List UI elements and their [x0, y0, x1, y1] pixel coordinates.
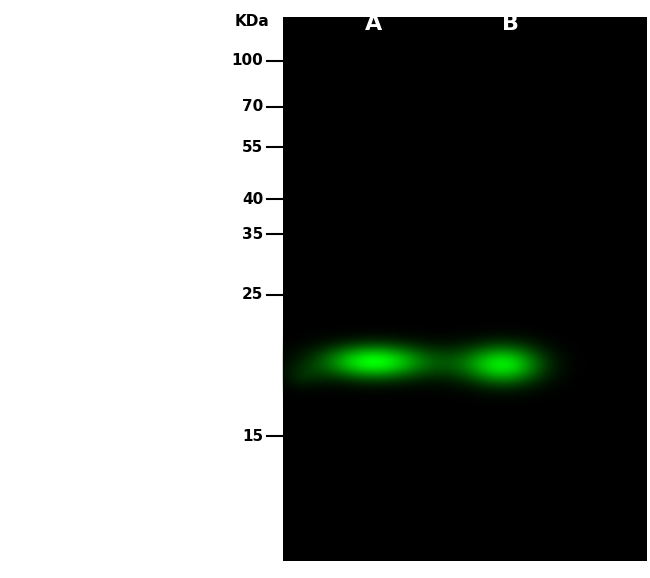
Text: B: B [502, 14, 519, 35]
Text: 100: 100 [231, 53, 263, 68]
Text: 15: 15 [242, 429, 263, 444]
Text: 70: 70 [242, 99, 263, 114]
Text: KDa: KDa [235, 14, 270, 29]
Text: 35: 35 [242, 227, 263, 242]
FancyBboxPatch shape [283, 17, 647, 561]
Text: A: A [365, 14, 382, 35]
Text: 55: 55 [242, 140, 263, 155]
Text: 25: 25 [242, 287, 263, 302]
Text: 40: 40 [242, 192, 263, 207]
